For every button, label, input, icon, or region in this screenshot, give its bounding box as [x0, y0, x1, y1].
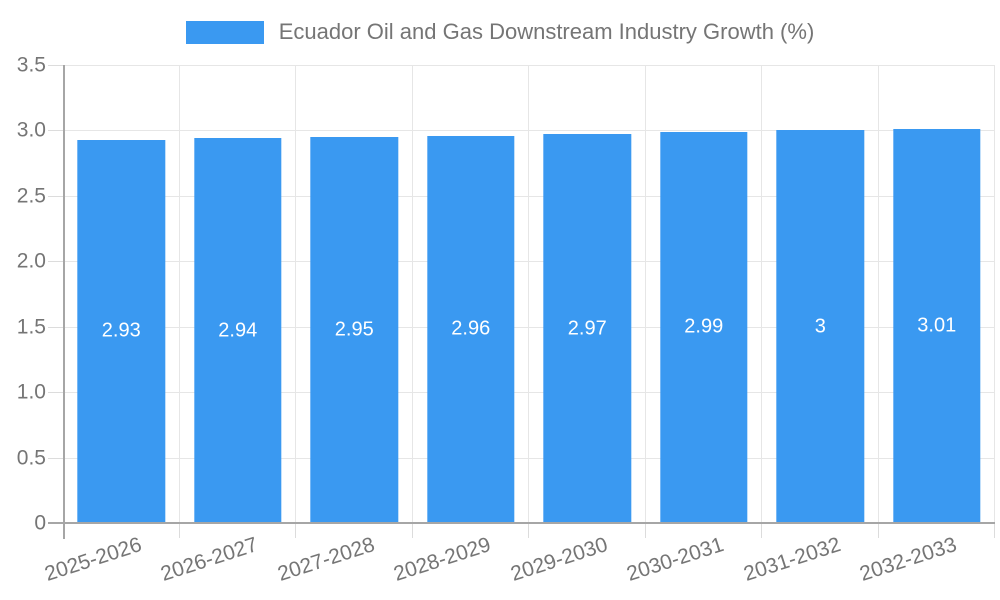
legend-swatch	[185, 20, 264, 44]
x-tick-mark	[644, 523, 646, 538]
bar[interactable]: 3	[776, 130, 864, 523]
gridline-horizontal	[63, 130, 995, 132]
y-tick-mark	[48, 326, 63, 328]
x-tick-mark	[411, 523, 413, 538]
y-tick-mark	[48, 195, 63, 197]
bar[interactable]: 2.96	[427, 135, 515, 523]
gridline-vertical	[178, 65, 180, 523]
bar-value-label: 2.94	[218, 319, 258, 342]
gridline-vertical	[295, 65, 296, 523]
x-tick-mark	[528, 523, 529, 538]
x-category-cell: 2032-2033	[857, 523, 996, 600]
y-tick-mark	[48, 457, 63, 459]
gridline-horizontal	[63, 195, 995, 197]
gridline-vertical	[994, 65, 995, 523]
y-tick-label: 1.5	[16, 315, 46, 339]
x-tick-mark	[761, 523, 762, 538]
bar-cell: 2.94	[180, 65, 297, 523]
gridline-vertical	[528, 65, 529, 523]
x-category-cell: 2028-2029	[391, 523, 530, 600]
y-axis-line	[63, 65, 65, 539]
plot-area: 2.93 2.94 2.95 2.96 2.97 2.99 3 3.01	[48, 65, 996, 539]
bar-cell: 2.93	[63, 65, 180, 523]
bar-value-label: 2.93	[101, 319, 141, 342]
gridline-horizontal	[63, 392, 995, 394]
bar-value-label: 3	[814, 315, 826, 338]
bar[interactable]: 2.97	[543, 134, 631, 523]
gridline-vertical	[877, 65, 879, 523]
y-tick-mark	[48, 130, 63, 132]
x-axis-labels: 2025-2026 2026-2027 2027-2028 2028-2029 2029…	[42, 523, 996, 600]
bar-value-label: 2.99	[684, 315, 724, 338]
x-category-label: 2025-2026	[41, 533, 145, 586]
x-tick-mark	[178, 523, 180, 538]
y-tick-label: 3.5	[16, 53, 46, 77]
bar-value-label: 3.01	[917, 314, 957, 337]
y-tick-label: 3.0	[16, 118, 46, 142]
bar[interactable]: 2.93	[77, 139, 165, 523]
x-axis-line	[48, 522, 995, 524]
y-tick-label: 0.5	[16, 446, 46, 470]
bar[interactable]: 2.95	[310, 136, 398, 523]
x-tick-mark	[877, 523, 879, 538]
gridline-horizontal	[63, 65, 995, 66]
y-axis-labels: 0 0.5 1.0 1.5 2.0 2.5 3.0 3.5	[0, 55, 46, 534]
bar-cell: 2.97	[529, 65, 646, 523]
y-tick-mark	[48, 261, 63, 263]
x-category-cell: 2026-2027	[158, 523, 297, 600]
bar-cell: 3.01	[879, 65, 996, 523]
bar-cell: 3	[762, 65, 879, 523]
gridline-vertical	[644, 65, 646, 523]
y-tick-label: 2.5	[16, 184, 46, 208]
gridline-horizontal	[63, 261, 995, 263]
legend[interactable]: Ecuador Oil and Gas Downstream Industry …	[0, 19, 1000, 45]
bar-value-label: 2.96	[451, 317, 491, 340]
bar-cell: 2.96	[413, 65, 530, 523]
y-tick-label: 1.0	[16, 380, 46, 404]
y-tick-label: 0	[34, 511, 46, 535]
x-category-cell: 2030-2031	[624, 523, 763, 600]
bar-cell: 2.95	[296, 65, 413, 523]
bar[interactable]: 3.01	[893, 129, 981, 523]
bar-value-label: 2.97	[567, 317, 607, 340]
legend-label: Ecuador Oil and Gas Downstream Industry …	[278, 19, 815, 44]
bar-cell: 2.99	[646, 65, 763, 523]
gridline-vertical	[411, 65, 413, 523]
x-tick-mark	[295, 523, 296, 538]
bar-value-label: 2.95	[334, 318, 374, 341]
y-tick-label: 2.0	[16, 249, 46, 273]
gridline-horizontal	[63, 326, 995, 328]
x-tick-mark	[994, 523, 995, 538]
y-tick-mark	[48, 65, 63, 66]
gridline-vertical	[761, 65, 762, 523]
gridline-horizontal	[63, 457, 995, 459]
bar[interactable]: 2.99	[660, 131, 748, 523]
bar[interactable]: 2.94	[194, 138, 282, 523]
y-tick-mark	[48, 392, 63, 394]
